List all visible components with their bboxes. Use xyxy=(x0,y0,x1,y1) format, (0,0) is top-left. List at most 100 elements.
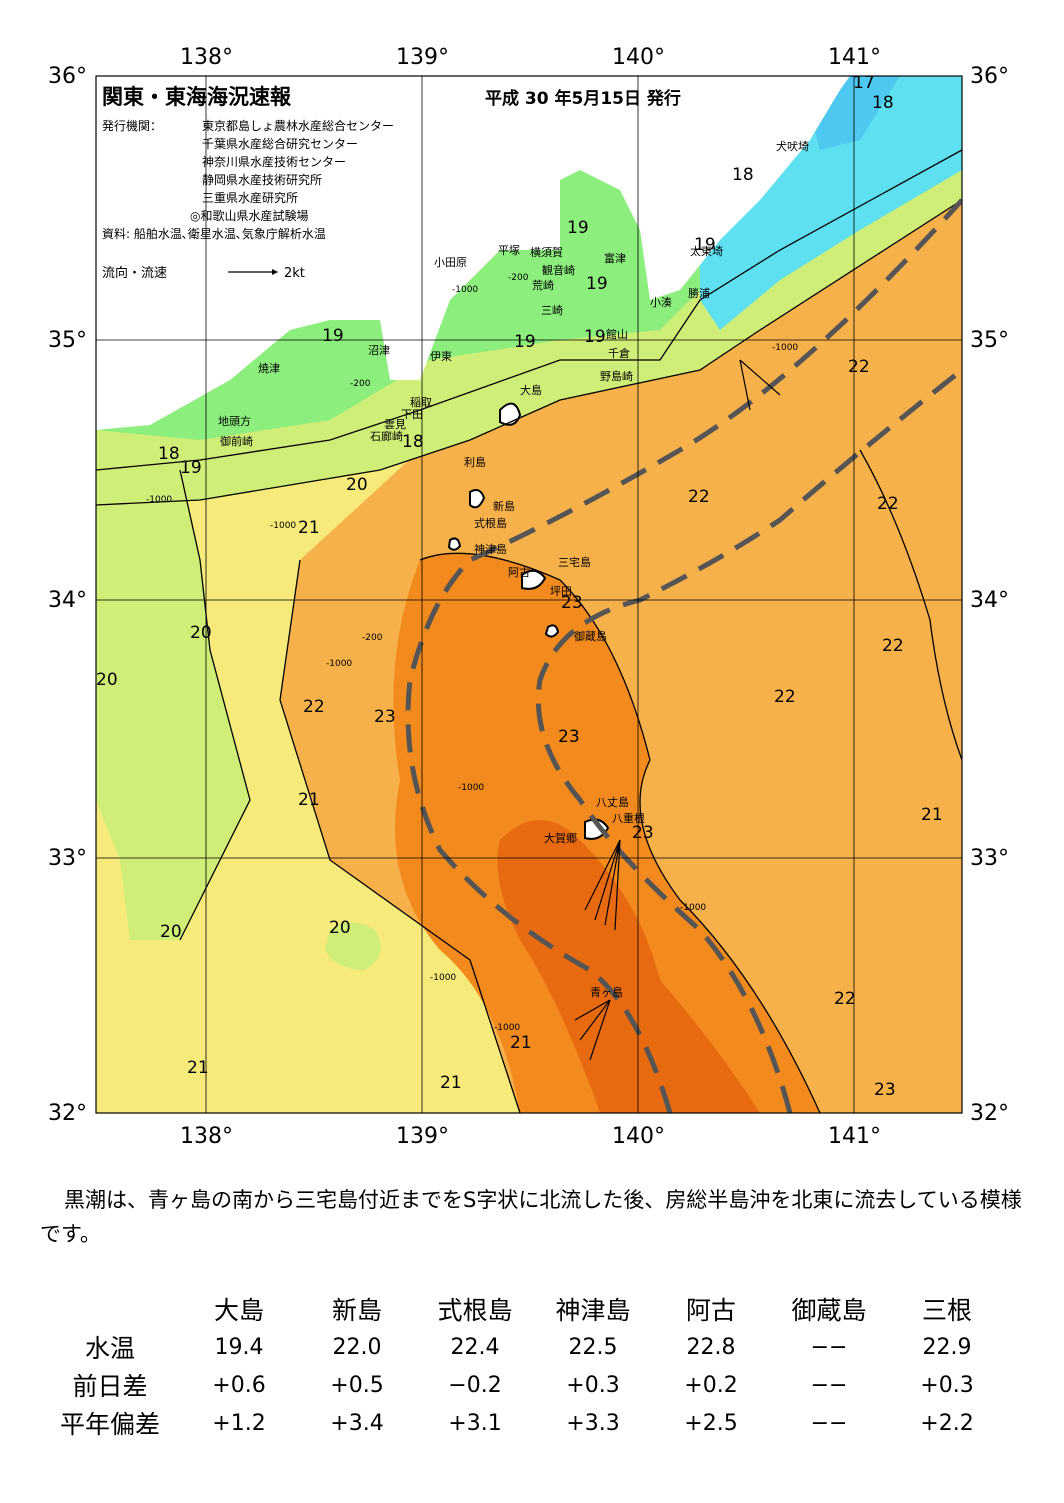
lat-label-left: 33° xyxy=(48,846,87,871)
place-label: 犬吠埼 xyxy=(776,139,809,153)
table-cell: +2.5 xyxy=(684,1410,738,1436)
place-label: 富津 xyxy=(604,251,626,265)
station-name: 式根島 xyxy=(437,1296,513,1325)
lat-label-right: 36° xyxy=(970,64,1009,89)
lon-label-top: 141° xyxy=(828,45,881,70)
publisher: 東京都島しょ農林水産総合センター xyxy=(202,118,394,133)
publisher-label: 発行機関： xyxy=(102,118,162,133)
table-header-row: 大島 新島 式根島 神津島 阿古 御蔵島 三根 xyxy=(40,1290,1006,1328)
place-label: 観音崎 xyxy=(542,263,575,277)
place-label: 焼津 xyxy=(258,362,280,375)
current-arrows xyxy=(574,359,781,1061)
depth-label: -1000 xyxy=(430,973,456,983)
row-label: 水温 xyxy=(84,1334,135,1363)
isotherm-label: 18 xyxy=(872,93,894,113)
isotherm-label: 18 xyxy=(158,444,180,464)
table-cell: +3.4 xyxy=(330,1410,384,1436)
lon-label-bottom: 140° xyxy=(612,1124,665,1149)
isotherm-label: 19 xyxy=(180,458,202,478)
isotherm-label: 23 xyxy=(561,593,583,613)
station-name: 阿古 xyxy=(685,1296,736,1325)
table-cell: +0.3 xyxy=(566,1372,620,1398)
publisher: 三重県水産研究所 xyxy=(202,190,298,205)
isotherm-label: 21 xyxy=(298,518,320,538)
place-label: 平塚 xyxy=(498,244,520,257)
place-label: 三崎 xyxy=(541,303,563,317)
isotherm-label: 23 xyxy=(874,1080,896,1100)
place-label: 横須賀 xyxy=(530,245,563,259)
isotherm-label: 19 xyxy=(694,235,716,255)
table-cell: −− xyxy=(810,1410,848,1436)
land-honshu xyxy=(96,76,850,430)
table-cell: +1.2 xyxy=(212,1410,266,1436)
row-label: 平年偏差 xyxy=(59,1410,160,1439)
place-label: 新島 xyxy=(493,499,515,513)
isotherm-label: 19 xyxy=(567,218,589,238)
isotherm-label: 22 xyxy=(303,697,325,717)
table-cell: +2.2 xyxy=(920,1410,974,1436)
place-label: 青ヶ島 xyxy=(590,985,623,999)
isotherm-label: 18 xyxy=(732,165,754,185)
table-cell: +0.2 xyxy=(684,1372,738,1398)
place-label: 館山 xyxy=(606,327,628,341)
lon-label-bottom: 141° xyxy=(828,1124,881,1149)
table-row: 水温 19.4 22.0 22.4 22.5 22.8 −− 22.9 xyxy=(40,1328,1006,1366)
place-label: 阿古 xyxy=(508,566,530,579)
depth-label: -1000 xyxy=(494,1023,520,1033)
place-label: 大島 xyxy=(520,383,542,397)
place-label: 稲取 xyxy=(410,396,432,409)
niijima-island xyxy=(469,489,486,509)
place-label: 大賀郷 xyxy=(544,831,577,845)
station-name: 新島 xyxy=(331,1296,382,1325)
data-source: 資料: 船舶水温､衛星水温､気象庁解析水温 xyxy=(102,226,326,241)
publisher: 神奈川県水産技術センター xyxy=(202,154,346,169)
place-label: 利島 xyxy=(464,455,486,469)
current-legend-arrowhead xyxy=(272,269,278,275)
current-legend-label: 流向・流速 xyxy=(102,265,167,281)
lat-label-right: 33° xyxy=(970,846,1009,871)
place-label: 沼津 xyxy=(368,343,390,357)
table-cell: −− xyxy=(810,1372,848,1398)
isotherm-label: 20 xyxy=(190,623,212,643)
depth-label: -1000 xyxy=(146,495,172,505)
table-cell: −− xyxy=(810,1334,848,1360)
isotherm-label: 23 xyxy=(374,707,396,727)
kozu-island xyxy=(447,537,462,551)
place-label: 小田原 xyxy=(434,256,467,269)
publisher: 千葉県水産総合研究センター xyxy=(202,136,358,151)
lon-label-top: 139° xyxy=(396,45,449,70)
isotherm-label: 22 xyxy=(834,989,856,1009)
lat-label-left: 36° xyxy=(48,64,87,89)
lat-label-left: 32° xyxy=(48,1101,87,1126)
row-label: 前日差 xyxy=(72,1372,148,1401)
publisher: ◎和歌山県水産試験場 xyxy=(190,208,308,223)
isotherm-label: 21 xyxy=(187,1058,209,1078)
place-label: 荒崎 xyxy=(532,278,554,292)
isotherm-label: 18 xyxy=(402,432,424,452)
place-label: 三宅島 xyxy=(558,555,591,569)
place-label: 太東埼 xyxy=(690,244,723,258)
depth-label: -1000 xyxy=(680,903,706,913)
table-row: 平年偏差 +1.2 +3.4 +3.1 +3.3 +2.5 −− +2.2 xyxy=(40,1404,1006,1442)
mikura-island xyxy=(544,624,560,638)
isotherm-label: 22 xyxy=(877,494,899,514)
place-label: 下田 xyxy=(401,408,423,421)
place-label: 野島崎 xyxy=(600,369,633,383)
lat-label-right: 34° xyxy=(970,588,1009,613)
table-cell: +3.3 xyxy=(566,1410,620,1436)
isotherm-label: 23 xyxy=(632,823,654,843)
isotherm-label: 22 xyxy=(774,687,796,707)
isotherm-label: 21 xyxy=(440,1073,462,1093)
lon-label-bottom: 139° xyxy=(396,1124,449,1149)
depth-label: -1000 xyxy=(772,343,798,353)
depth-label: -200 xyxy=(350,379,371,389)
isotherm-label: 21 xyxy=(921,805,943,825)
table-cell: 22.5 xyxy=(568,1334,618,1360)
depth-label: -1000 xyxy=(458,783,484,793)
sst-20-eddy xyxy=(325,922,381,970)
graticule xyxy=(95,75,963,1114)
isotherm-label: 22 xyxy=(848,357,870,377)
isotherm-label: 21 xyxy=(298,790,320,810)
isotherm-label: 20 xyxy=(329,918,351,938)
lon-label-bottom: 138° xyxy=(180,1124,233,1149)
